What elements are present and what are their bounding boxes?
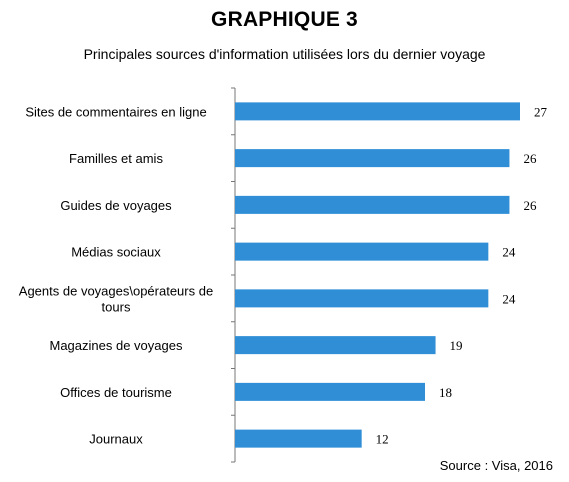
bar — [235, 429, 362, 448]
bar — [235, 195, 510, 214]
bar — [235, 102, 520, 121]
chart-title: GRAPHIQUE 3 — [211, 8, 358, 31]
tick-label: Médias sociaux — [71, 245, 161, 260]
data-label: 12 — [376, 432, 389, 447]
tick-label: Familles et amis — [69, 151, 163, 166]
tick-label: Sites de commentaires en ligne — [25, 104, 206, 119]
tick-label: Offices de tourisme — [60, 385, 172, 400]
data-label: 27 — [534, 104, 548, 119]
data-label: 26 — [523, 151, 537, 166]
chart-source: Source : Visa, 2016 — [439, 458, 553, 473]
tick-label: Agents de voyages\opérateurs de tours — [19, 283, 213, 314]
tick-label: Journaux — [89, 432, 143, 447]
bar — [235, 289, 489, 308]
bar — [235, 382, 425, 401]
tick-label: Magazines de voyages — [50, 338, 183, 353]
bar — [235, 336, 436, 355]
data-label: 24 — [502, 245, 516, 260]
tick-label: Guides de voyages — [60, 198, 172, 213]
data-label: 18 — [439, 385, 452, 400]
bar — [235, 149, 510, 168]
data-label: 24 — [502, 291, 516, 306]
data-label: 19 — [450, 338, 463, 353]
data-label: 26 — [523, 198, 537, 213]
chart-subtitle: Principales sources d'information utilis… — [83, 46, 486, 62]
bar — [235, 242, 489, 261]
